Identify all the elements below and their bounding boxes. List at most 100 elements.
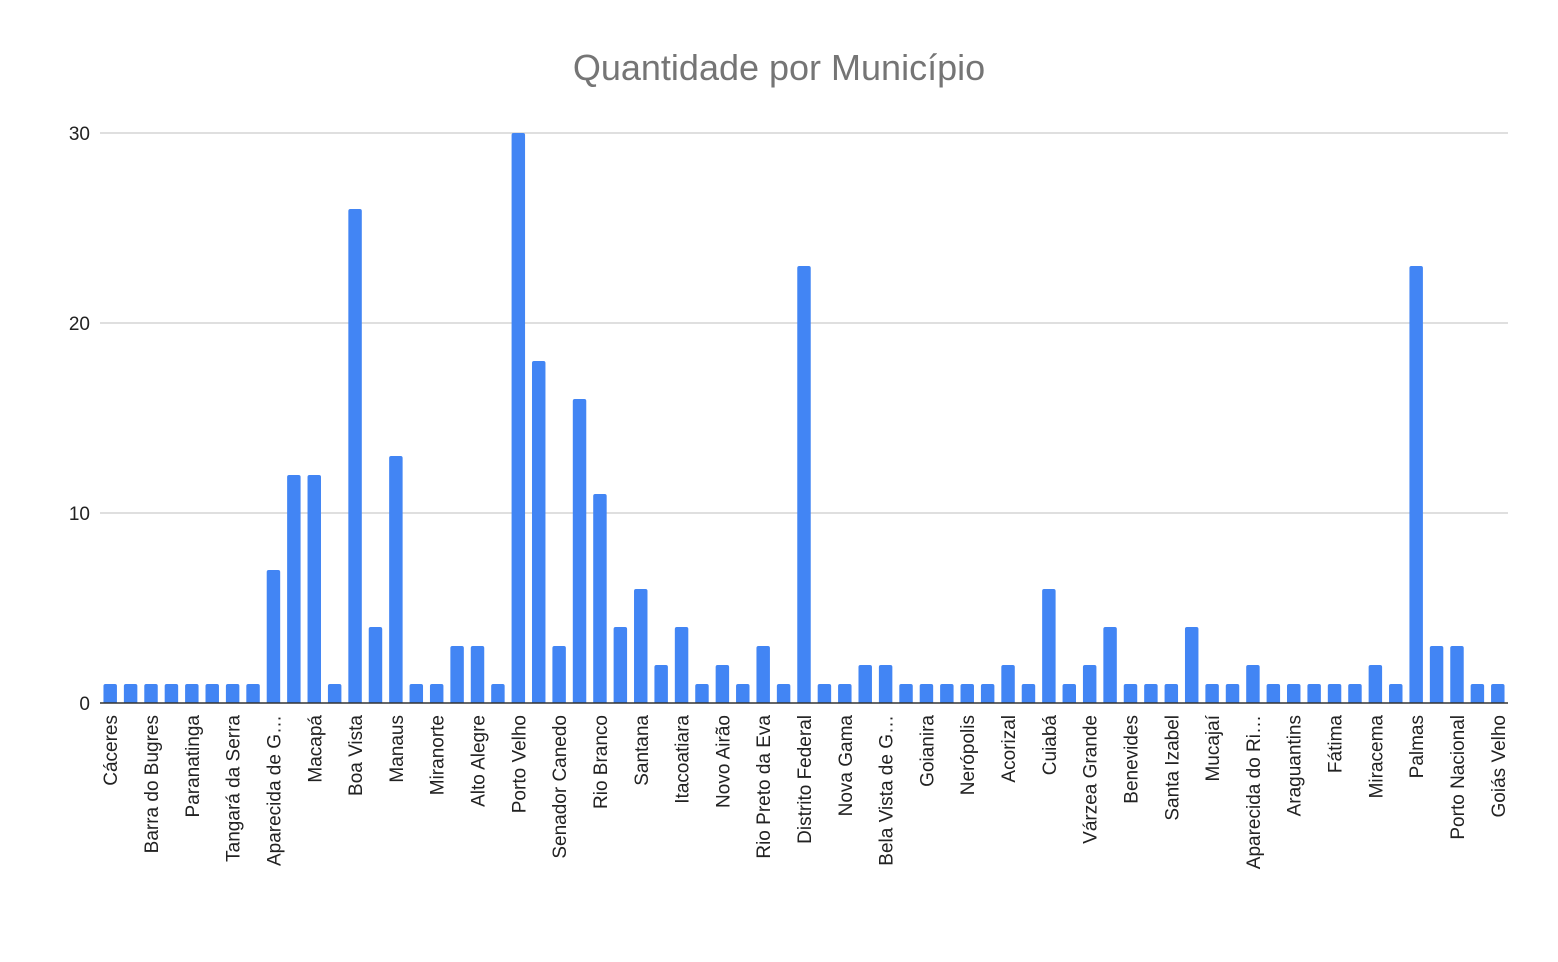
- bar: [225, 684, 240, 703]
- x-tick-label: Goianira: [917, 715, 938, 787]
- bar: [164, 684, 179, 703]
- bar: [307, 475, 321, 703]
- bar: [1409, 266, 1423, 703]
- x-tick-label: Miracema: [1366, 715, 1387, 799]
- bar: [1266, 684, 1281, 703]
- bars: [103, 133, 1505, 703]
- bar: [205, 684, 219, 703]
- bar: [144, 684, 158, 703]
- x-tick-label: Cuiabá: [1040, 715, 1061, 776]
- x-tick-label: Miranorte: [428, 715, 449, 795]
- bar: [695, 684, 709, 703]
- bar: [511, 133, 526, 703]
- bar: [1429, 646, 1444, 703]
- bar: [1225, 684, 1240, 703]
- bar: [736, 684, 750, 703]
- bar: [429, 684, 444, 703]
- chart-title: Quantidade por Município: [573, 47, 985, 88]
- x-tick-label: Manaus: [387, 715, 408, 783]
- bar: [389, 456, 403, 703]
- bar: [1287, 684, 1301, 703]
- bar: [409, 684, 424, 703]
- bar: [470, 646, 485, 703]
- x-tick-label: Nova Gama: [836, 715, 857, 817]
- bar: [1042, 589, 1056, 703]
- x-tick-label: Bela Vista de G…: [877, 715, 898, 866]
- bar: [266, 570, 281, 703]
- bar: [858, 665, 872, 703]
- bar: [634, 589, 648, 703]
- x-tick-label: Tangará da Serra: [224, 715, 245, 862]
- bar: [797, 266, 811, 703]
- x-tick-label: Porto Velho: [509, 715, 530, 813]
- bar: [838, 684, 852, 703]
- x-tick-label: Novo Airão: [713, 715, 734, 808]
- y-tick-label: 20: [69, 314, 90, 335]
- x-axis-category-labels: Cáceres Barra do Bugres Paranatinga Tangará…: [101, 714, 1510, 869]
- bar: [368, 627, 383, 703]
- x-tick-label: Itacoatiara: [673, 715, 694, 804]
- bar: [654, 665, 668, 703]
- bar: [1450, 646, 1464, 703]
- x-tick-label: Alto Alegre: [469, 715, 490, 807]
- x-tick-label: Nerópolis: [958, 715, 979, 795]
- y-tick-label: 10: [69, 504, 90, 525]
- bar: [1082, 665, 1097, 703]
- bar: [1348, 684, 1362, 703]
- x-tick-label: Fátima: [1326, 715, 1347, 774]
- bar: [1307, 684, 1321, 703]
- bar: [776, 684, 791, 703]
- bar: [940, 684, 954, 703]
- bar: [919, 684, 934, 703]
- bar: [103, 684, 117, 703]
- bar: [1062, 684, 1077, 703]
- x-tick-label: Benevides: [1121, 715, 1142, 804]
- x-tick-label: Macapá: [305, 715, 326, 783]
- bar: [817, 684, 832, 703]
- bar: [1389, 684, 1403, 703]
- x-tick-label: Palmas: [1407, 715, 1428, 778]
- x-tick-label: Santana: [632, 715, 653, 786]
- bar: [674, 627, 689, 703]
- bar: [756, 646, 770, 703]
- bar: [327, 684, 342, 703]
- bar: [1491, 684, 1505, 703]
- bar: [715, 665, 730, 703]
- x-tick-label: Araguantins: [1285, 715, 1306, 816]
- bar: [1246, 665, 1260, 703]
- bar: [1164, 684, 1179, 703]
- bar: [287, 475, 301, 703]
- x-tick-label: Aparecida do Ri…: [1244, 715, 1265, 869]
- bar: [1001, 665, 1015, 703]
- bar: [1123, 684, 1138, 703]
- bar: [491, 684, 505, 703]
- bar: [613, 627, 628, 703]
- bar: [531, 361, 546, 703]
- bar: [878, 665, 893, 703]
- bar: [1327, 684, 1342, 703]
- bar: [1103, 627, 1117, 703]
- x-tick-label: Várzea Grande: [1081, 715, 1102, 844]
- bar: [980, 684, 995, 703]
- x-tick-label: Rio Preto da Eva: [754, 715, 775, 859]
- x-tick-label: Senador Canedo: [550, 715, 571, 859]
- x-tick-label: Mucajaí: [1203, 714, 1224, 781]
- bar: [1184, 627, 1199, 703]
- bar: [552, 646, 566, 703]
- x-tick-label: Rio Branco: [591, 715, 612, 809]
- x-tick-label: Barra do Bugres: [142, 715, 163, 853]
- bar: [960, 684, 974, 703]
- bar: [1368, 665, 1383, 703]
- bar: [1021, 684, 1036, 703]
- x-tick-label: Paranatinga: [183, 715, 204, 818]
- bar: [246, 684, 260, 703]
- x-tick-label: Aparecida de G…: [264, 715, 285, 866]
- bar: [1205, 684, 1219, 703]
- y-tick-label: 30: [69, 124, 90, 145]
- x-tick-label: Goiás Velho: [1489, 715, 1510, 817]
- x-tick-label: Porto Nacional: [1448, 715, 1469, 840]
- y-axis-tick-labels: 0 10 20 30: [69, 124, 90, 715]
- y-tick-label: 0: [79, 694, 90, 715]
